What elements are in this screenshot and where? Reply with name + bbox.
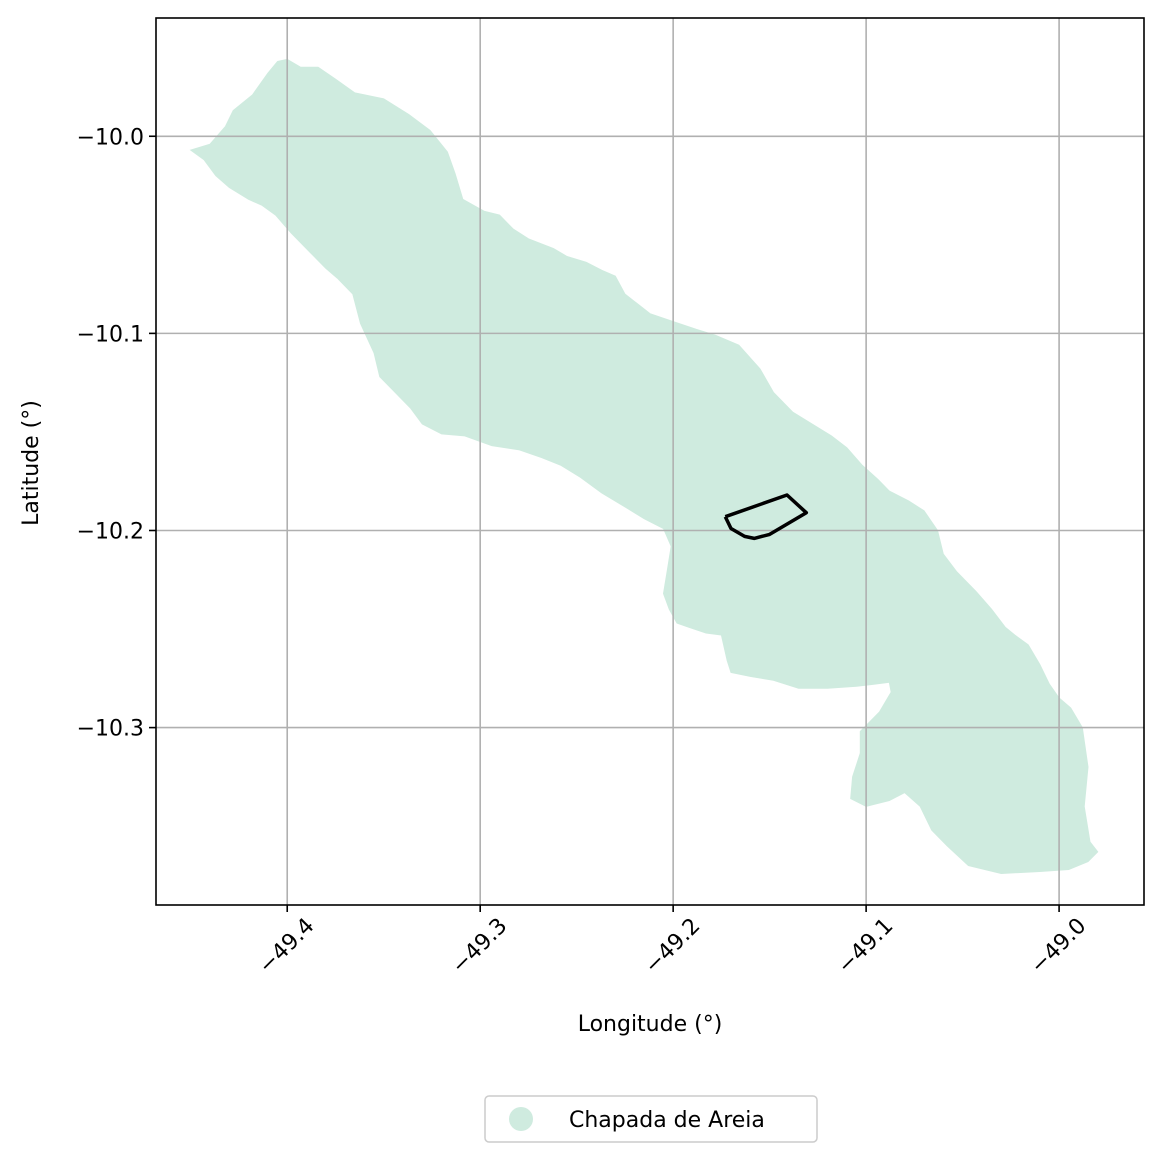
y-tick-label: −10.1: [77, 322, 144, 347]
x-axis-ticks: −49.4 −49.3 −49.2 −49.1 −49.0: [254, 905, 1091, 979]
region-polygon: [189, 58, 1099, 875]
x-tick-label: −49.1: [833, 914, 898, 979]
x-tick-label: −49.4: [254, 914, 319, 979]
x-tick-label: −49.3: [447, 914, 512, 979]
x-tick-label: −49.0: [1026, 914, 1091, 979]
legend: Chapada de Areia: [484, 1095, 818, 1143]
region-layer: [189, 58, 1099, 875]
legend-swatch-icon: [509, 1107, 533, 1131]
y-axis-ticks: −10.0 −10.1 −10.2 −10.3: [77, 125, 156, 742]
y-tick-label: −10.0: [77, 125, 144, 150]
y-tick-label: −10.2: [77, 519, 144, 544]
legend-frame: [484, 1095, 818, 1143]
area-outline: [723, 493, 809, 541]
legend-label: Chapada de Areia: [569, 1108, 765, 1133]
x-axis-label: Longitude (°): [578, 1012, 723, 1037]
x-tick-label: −49.2: [640, 914, 705, 979]
grid-lines: [156, 18, 1144, 905]
outline-layer: [723, 493, 809, 541]
y-tick-label: −10.3: [77, 717, 144, 742]
plot-frame: [155, 17, 1145, 906]
y-axis-label: Latitude (°): [19, 400, 44, 526]
